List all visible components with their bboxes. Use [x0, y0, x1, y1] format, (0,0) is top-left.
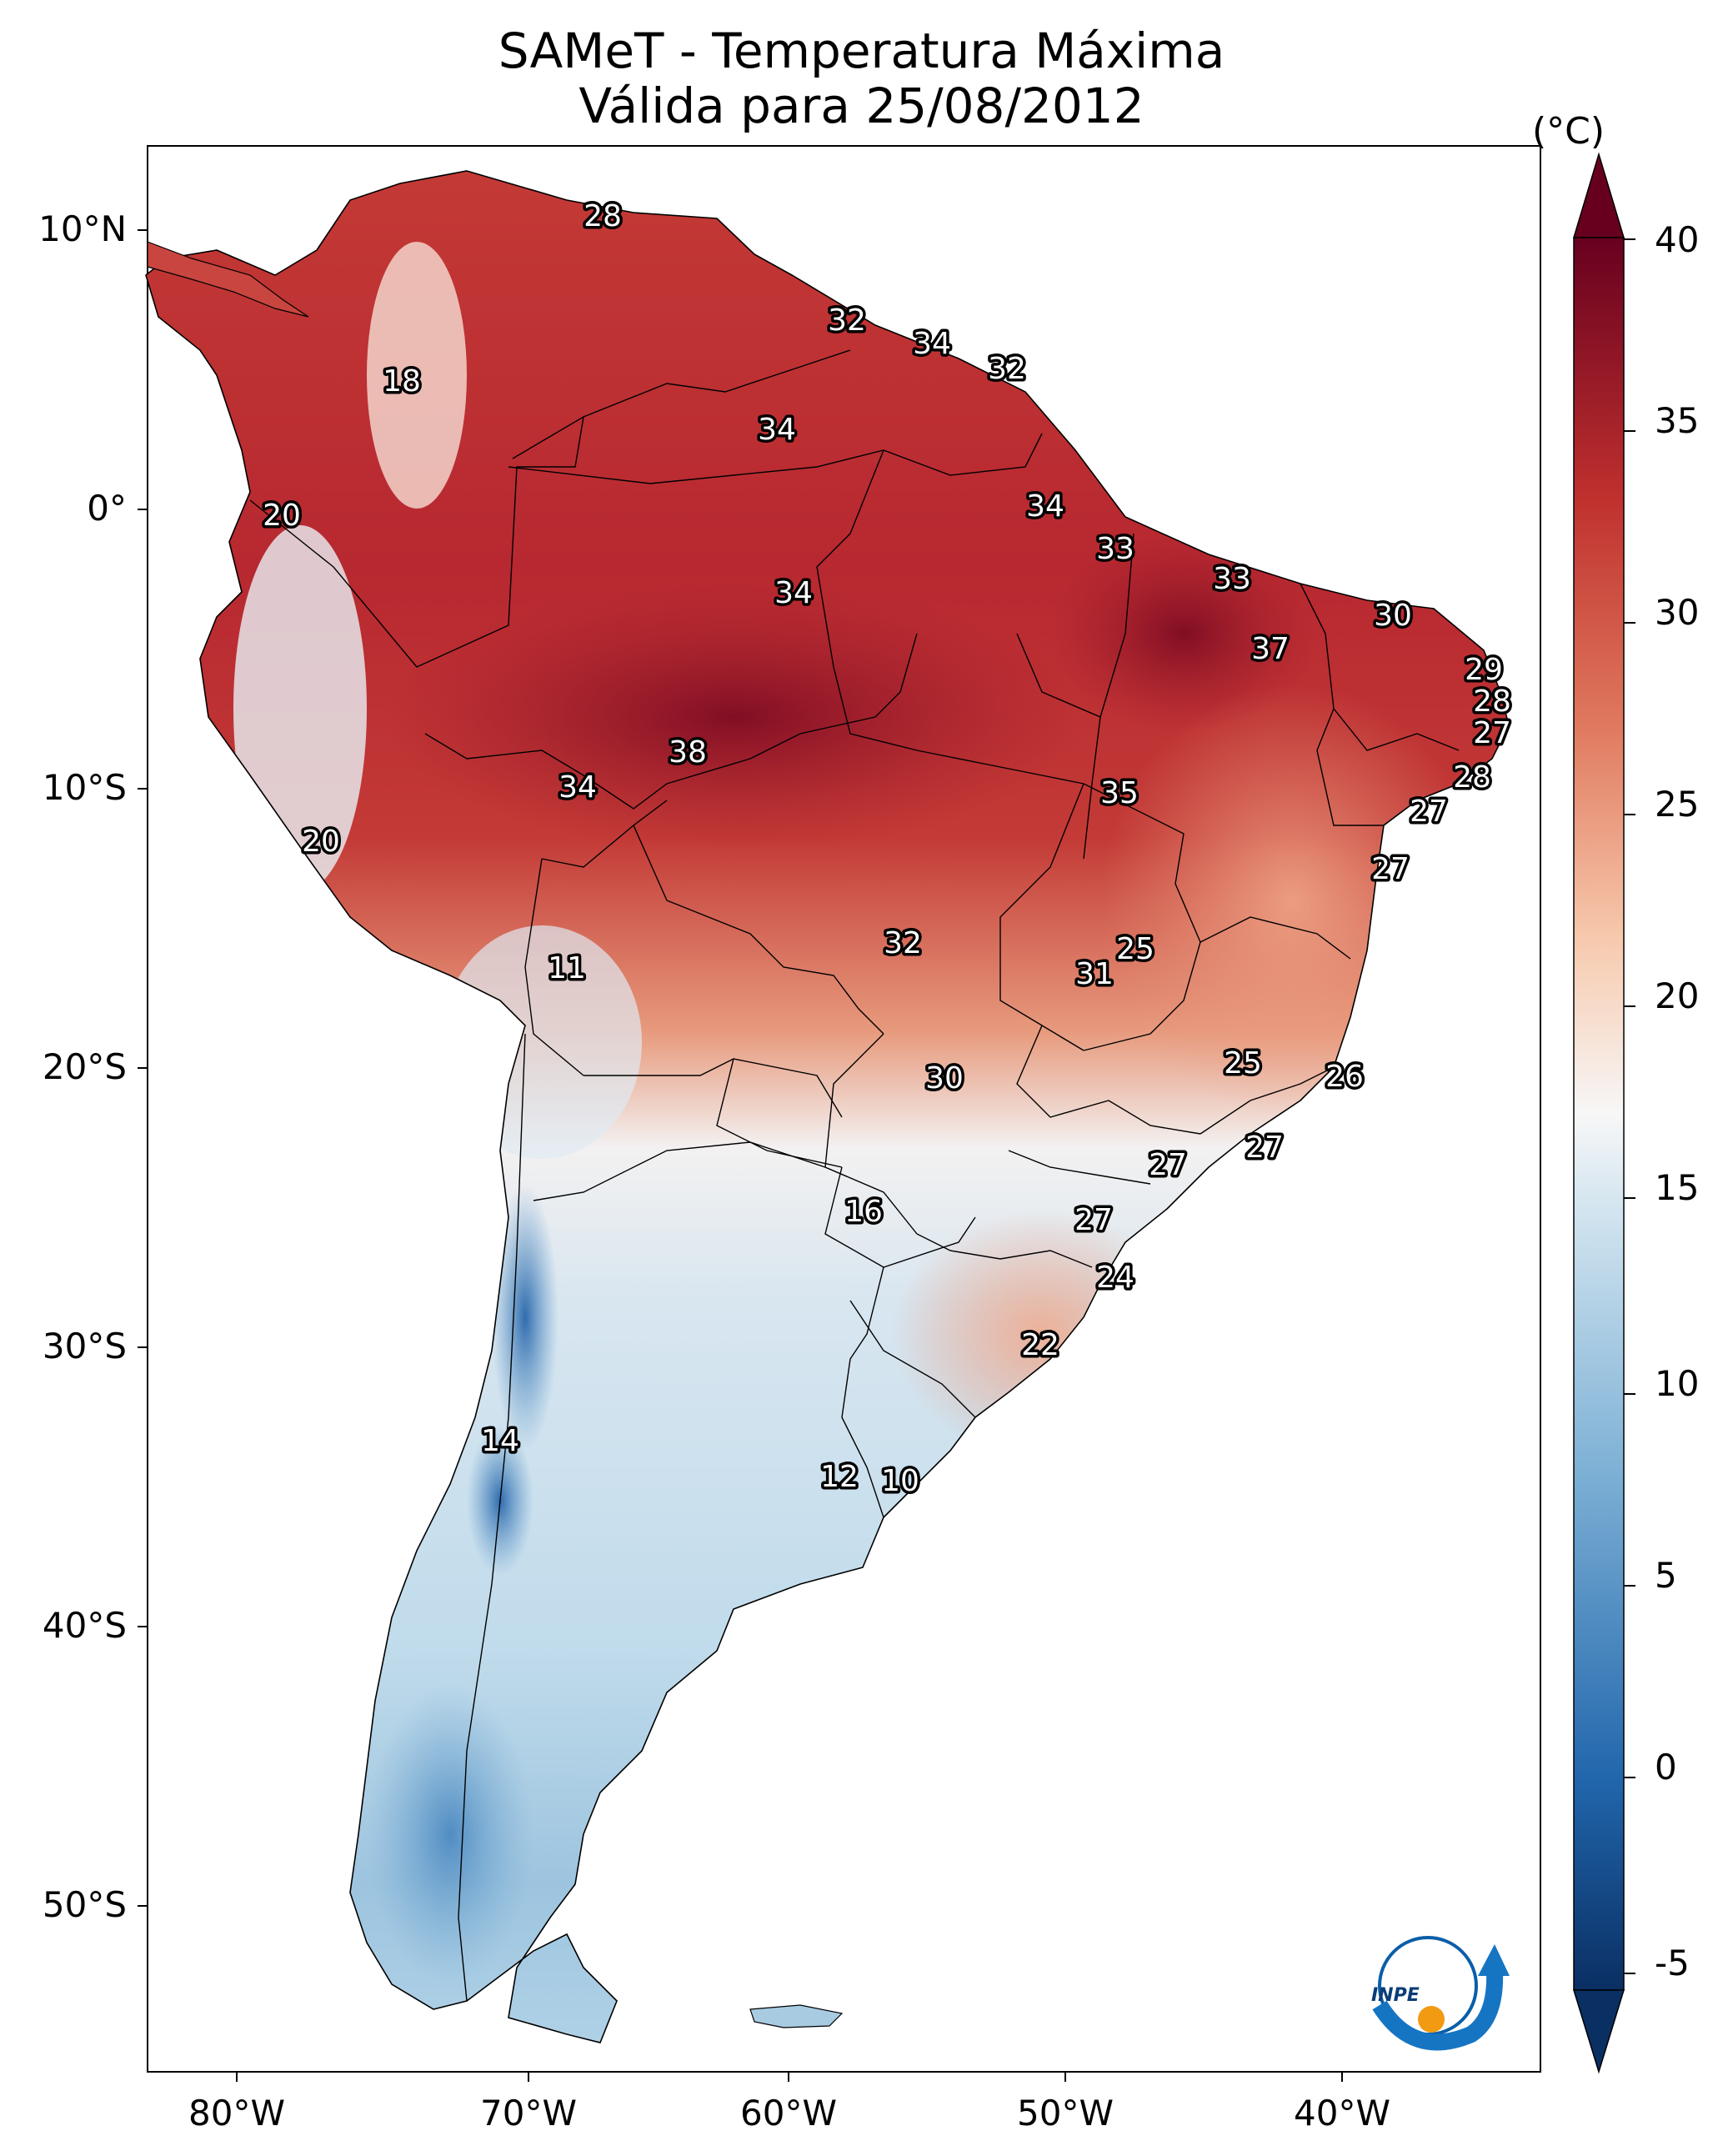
lat-label: 40°S	[42, 1605, 127, 1646]
coastline	[145, 170, 1510, 2043]
colorbar-unit: (°C)	[1532, 110, 1605, 153]
lon-label: 80°W	[188, 2093, 285, 2133]
colorbar-label: -5	[1655, 1943, 1690, 1983]
lon-label: 50°W	[1017, 2093, 1114, 2133]
central-america	[147, 241, 309, 318]
colorbar-label: 20	[1655, 975, 1700, 1016]
colorbar-label: 35	[1655, 400, 1700, 441]
colorbar	[1572, 152, 1625, 2074]
country-borders	[249, 349, 1460, 2002]
colorbar-label: 40	[1655, 219, 1700, 260]
colorbar-label: 10	[1655, 1363, 1700, 1404]
lat-label: 20°S	[42, 1046, 127, 1087]
chart-subtitle: Válida para 25/08/2012	[579, 78, 1144, 134]
colorbar-label: 30	[1655, 592, 1700, 633]
colorbar-ticks	[1624, 238, 1635, 1974]
lon-label: 70°W	[480, 2093, 577, 2133]
lon-label: 60°W	[740, 2093, 837, 2133]
colorbar-label: 25	[1655, 784, 1700, 825]
lon-label: 40°W	[1294, 2093, 1390, 2133]
lat-label: 50°S	[42, 1884, 127, 1925]
lat-label: 0°	[87, 488, 127, 529]
logo-text: INPE	[1371, 1985, 1420, 2006]
axis-ticks	[138, 229, 1343, 2082]
colorbar-label: 0	[1655, 1747, 1677, 1787]
lat-label: 10°S	[42, 767, 127, 808]
inpe-logo-icon: INPE	[1363, 1926, 1513, 2063]
colorbar-label: 15	[1655, 1167, 1700, 1208]
chart-title: SAMeT - Temperatura Máxima	[498, 23, 1225, 79]
falkland-islands	[749, 2004, 844, 2028]
lat-label: 10°N	[38, 208, 127, 249]
colorbar-label: 5	[1655, 1555, 1677, 1596]
lat-label: 30°S	[42, 1326, 127, 1366]
